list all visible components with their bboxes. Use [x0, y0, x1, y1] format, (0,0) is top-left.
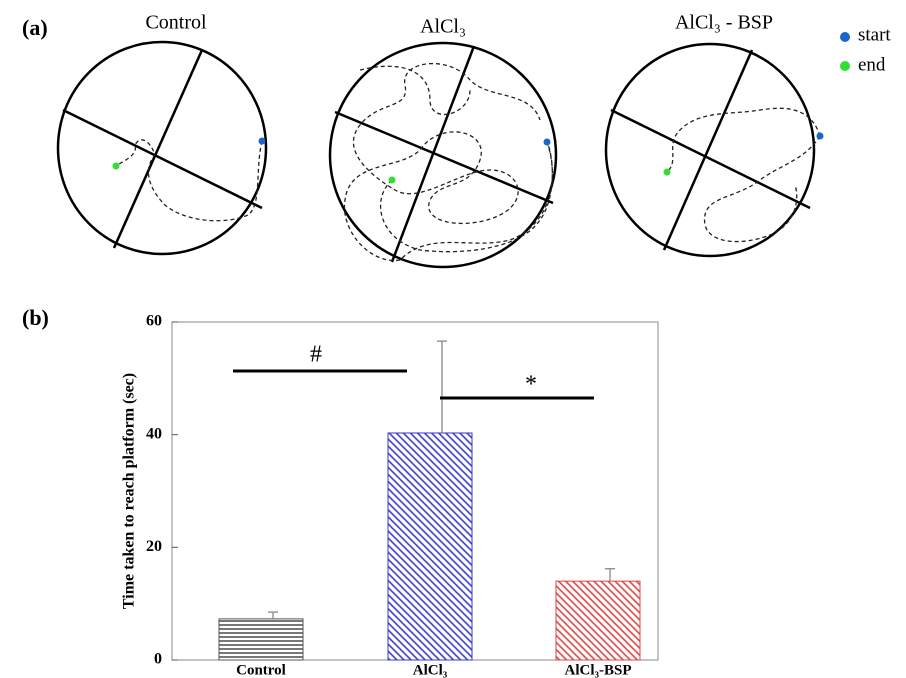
legend-text: start — [858, 24, 891, 45]
y-tick-label: 40 — [146, 425, 162, 442]
significance-mark: * — [525, 372, 537, 398]
y-axis-label: Time taken to reach platform (sec) — [121, 373, 138, 609]
group-title: AlCl₃ — [420, 16, 466, 38]
panel-label: (a) — [22, 15, 48, 40]
x-tick-label: AlCl₃-BSP — [564, 662, 631, 678]
pool — [604, 42, 824, 258]
significance-mark: # — [310, 342, 322, 368]
bar — [387, 432, 473, 661]
y-tick-label: 20 — [146, 538, 162, 555]
group-title: AlCl₃ - BSP — [675, 12, 773, 34]
x-tick-label: Control — [236, 662, 286, 678]
x-tick-label: AlCl₃ — [413, 662, 448, 678]
pool — [56, 40, 268, 256]
bar — [555, 580, 641, 661]
y-tick-label: 60 — [146, 313, 162, 330]
bar — [218, 618, 304, 661]
group-title: Control — [145, 12, 207, 34]
legend-text: end — [858, 54, 886, 75]
legend-dot — [840, 32, 850, 42]
pool — [328, 41, 558, 269]
legend-dot — [840, 61, 850, 71]
y-tick-label: 0 — [154, 651, 162, 668]
panel-label: (b) — [22, 305, 49, 330]
